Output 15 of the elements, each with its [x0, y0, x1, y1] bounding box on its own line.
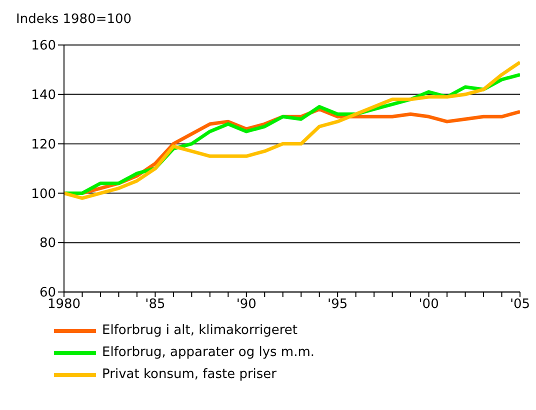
y-tick-label: 80 [39, 236, 56, 252]
x-tick-label: '85 [145, 297, 166, 312]
x-tick-label: '00 [418, 297, 439, 312]
legend-label: Elforbrug i alt, klimakorrigeret [102, 322, 298, 340]
y-axis-title: Indeks 1980=100 [16, 12, 132, 27]
legend-label: Elforbrug, apparater og lys m.m. [102, 344, 315, 362]
y-tick-label: 140 [31, 88, 56, 104]
x-tick-label: '90 [236, 297, 256, 312]
x-tick-label: '05 [510, 297, 530, 312]
y-tick-label: 120 [31, 137, 56, 152]
x-tick-label: '95 [328, 297, 348, 312]
y-tick-label: 160 [31, 38, 56, 54]
legend-label: Privat konsum, faste priser [102, 366, 277, 384]
x-tick-label: 1980 [47, 297, 81, 312]
y-tick-label: 100 [31, 186, 56, 202]
